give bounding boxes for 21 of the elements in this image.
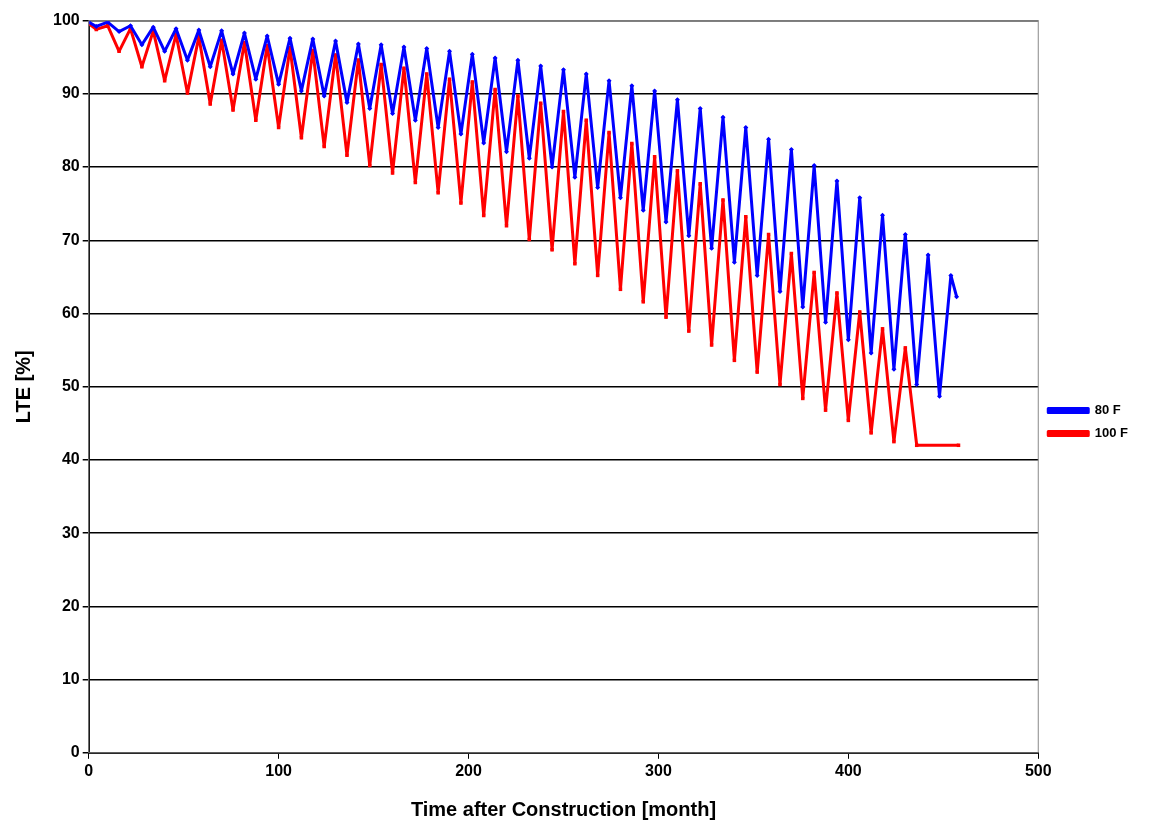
legend-label: 100 F xyxy=(1094,425,1129,441)
y-tick-label: 60 xyxy=(61,303,80,321)
y-tick-label: 80 xyxy=(61,157,80,175)
legend-label: 80 F xyxy=(1094,402,1121,418)
x-axis-title: Time after Construction [month] xyxy=(410,797,717,820)
y-tick-label: 50 xyxy=(61,377,80,395)
y-tick-label: 0 xyxy=(70,743,80,761)
y-tick-label: 20 xyxy=(61,596,80,614)
x-tick-label: 500 xyxy=(1024,761,1052,779)
y-tick-label: 40 xyxy=(61,450,80,468)
y-tick-label: 30 xyxy=(61,523,80,541)
x-tick-label: 100 xyxy=(265,761,293,779)
y-axis-title: LTE [%] xyxy=(11,350,34,424)
x-tick-label: 0 xyxy=(84,761,94,779)
x-tick-label: 300 xyxy=(645,761,672,779)
y-tick-label: 10 xyxy=(61,669,80,687)
y-tick-label: 100 xyxy=(52,11,80,29)
x-tick-label: 200 xyxy=(455,761,482,779)
y-tick-label: 90 xyxy=(61,84,80,102)
y-tick-label: 70 xyxy=(61,230,80,248)
x-tick-label: 400 xyxy=(834,761,862,779)
